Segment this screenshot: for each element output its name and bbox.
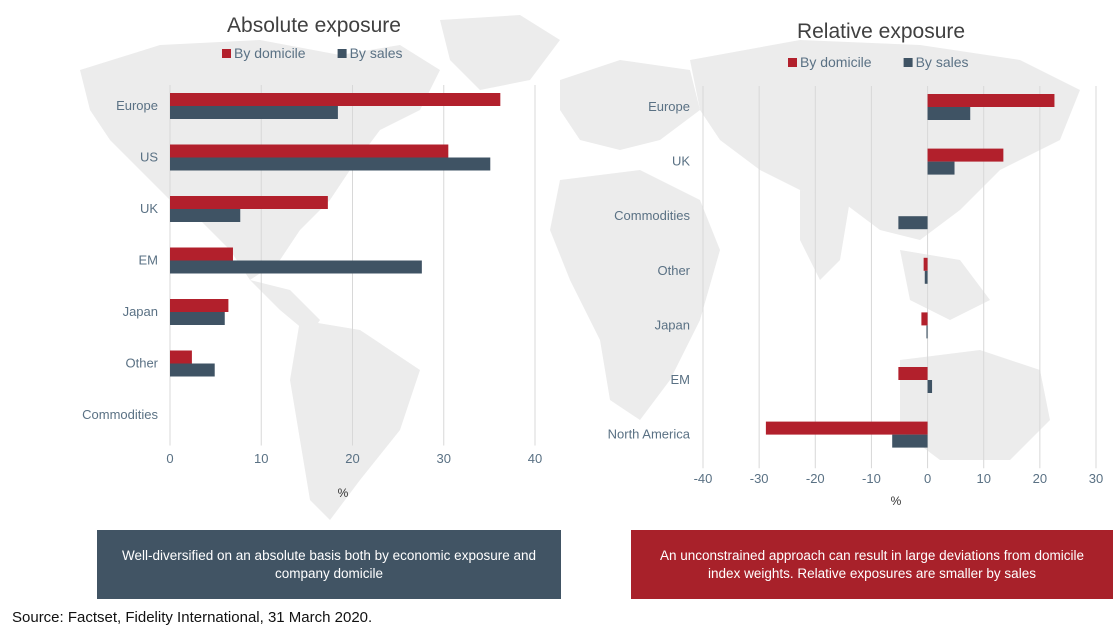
category-label: EM (139, 253, 159, 268)
category-label: Japan (123, 304, 158, 319)
legend-label: By sales (916, 54, 969, 70)
bar-by-sales (170, 312, 225, 325)
category-label: Commodities (614, 208, 690, 223)
bar-by-domicile (170, 247, 233, 261)
bar-by-sales (898, 216, 928, 230)
category-label: US (140, 150, 158, 165)
legend-swatch (788, 58, 797, 67)
x-tick-label: -40 (694, 471, 713, 486)
bar-by-sales (927, 107, 971, 120)
bar-by-domicile (170, 93, 501, 106)
callout-relative: An unconstrained approach can result in … (631, 530, 1113, 599)
chart-title: Relative exposure (797, 20, 965, 43)
bar-by-sales (170, 209, 241, 222)
callout-absolute: Well-diversified on an absolute basis bo… (97, 530, 561, 599)
bar-by-domicile (170, 350, 192, 364)
chart-title: Absolute exposure (227, 14, 401, 37)
category-label: Japan (655, 317, 690, 332)
category-label: North America (608, 427, 691, 442)
category-label: Other (657, 263, 690, 278)
bar-by-sales (927, 380, 933, 393)
bar-by-domicile (927, 148, 1004, 162)
legend-swatch (337, 49, 347, 58)
x-tick-label: -10 (862, 471, 881, 486)
x-tick-label: 0 (166, 451, 173, 466)
exposure-charts: 0 10 20 30 40% Absolute exposure By domicile By… (82, 14, 1104, 508)
bar-by-domicile (765, 421, 928, 435)
bar-by-sales (892, 434, 928, 448)
absolute-exposure-chart: 0 10 20 30 40% Absolute exposure By domicile By… (82, 14, 542, 500)
source-note: Source: Factset, Fidelity International,… (12, 609, 373, 626)
x-tick-label: -30 (750, 471, 769, 486)
relative-exposure-chart: -40 -30 -20 -10 0 10 20 30% Relative exposure By … (608, 20, 1104, 508)
bar-by-domicile (923, 257, 928, 271)
bar-by-domicile (898, 367, 928, 380)
bar-by-sales (170, 363, 215, 377)
x-axis-label: % (891, 494, 902, 508)
bar-by-domicile (170, 144, 449, 158)
bar-by-sales (926, 325, 928, 339)
category-label: Europe (648, 99, 690, 114)
bar-by-sales (170, 106, 338, 119)
legend-label: By domicile (234, 45, 306, 61)
x-tick-label: 30 (437, 451, 451, 466)
legend-swatch (903, 58, 913, 67)
x-tick-label: -20 (806, 471, 825, 486)
bar-by-domicile (927, 94, 1055, 107)
x-axis-label: % (338, 486, 349, 500)
bar-by-sales (170, 157, 491, 171)
bar-by-domicile (170, 196, 328, 209)
bar-by-domicile (170, 299, 229, 312)
x-tick-label: 10 (254, 451, 268, 466)
category-label: Other (125, 356, 158, 371)
category-label: Commodities (82, 407, 158, 422)
x-tick-label: 0 (924, 471, 931, 486)
legend-label: By domicile (800, 54, 872, 70)
category-label: EM (671, 372, 691, 387)
bar-by-sales (927, 161, 955, 175)
bar-by-domicile (921, 312, 928, 326)
x-tick-label: 20 (345, 451, 359, 466)
bar-by-sales (924, 270, 928, 284)
x-tick-label: 20 (1033, 471, 1047, 486)
legend-swatch (222, 49, 231, 58)
legend-label: By sales (350, 45, 403, 61)
x-tick-label: 30 (1089, 471, 1103, 486)
x-tick-label: 10 (976, 471, 990, 486)
category-label: UK (140, 201, 158, 216)
category-label: Europe (116, 98, 158, 113)
bar-by-sales (170, 260, 422, 274)
x-tick-label: 40 (528, 451, 542, 466)
category-label: UK (672, 154, 690, 169)
